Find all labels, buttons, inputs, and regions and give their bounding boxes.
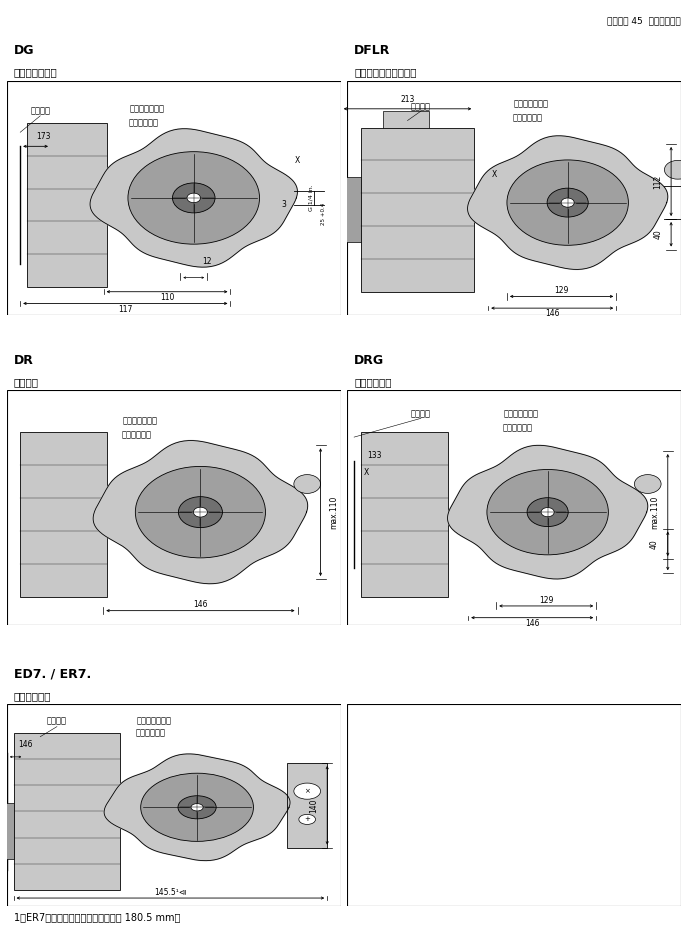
Circle shape xyxy=(178,795,216,819)
Circle shape xyxy=(128,152,259,244)
Circle shape xyxy=(178,497,222,527)
Bar xyxy=(361,432,447,597)
Text: 阀的安装位置: 阀的安装位置 xyxy=(513,113,543,123)
Bar xyxy=(20,432,107,597)
Circle shape xyxy=(507,160,628,246)
Text: max.110: max.110 xyxy=(650,495,659,529)
Text: 两点直动式控制: 两点直动式控制 xyxy=(14,68,57,77)
Text: 25 +0.4: 25 +0.4 xyxy=(321,204,326,225)
Circle shape xyxy=(299,814,316,825)
Text: 远程压力控制: 远程压力控制 xyxy=(354,377,391,386)
Text: ED7. / ER7.: ED7. / ER7. xyxy=(14,668,91,681)
Text: 至法兰面: 至法兰面 xyxy=(47,716,67,725)
Text: 规格尺寸 45  控制方式类型: 规格尺寸 45 控制方式类型 xyxy=(608,16,681,25)
Text: 112: 112 xyxy=(654,174,663,189)
Text: 阀的安装位置: 阀的安装位置 xyxy=(129,118,159,128)
Text: 40: 40 xyxy=(650,539,659,549)
Text: 146: 146 xyxy=(18,740,32,749)
Text: 213: 213 xyxy=(400,95,415,104)
Bar xyxy=(27,123,107,287)
Text: 129: 129 xyxy=(555,286,569,295)
Text: DG: DG xyxy=(14,44,34,57)
Text: max.110: max.110 xyxy=(330,495,338,529)
Polygon shape xyxy=(104,754,290,861)
Text: 146: 146 xyxy=(545,310,559,319)
Polygon shape xyxy=(93,441,308,583)
Circle shape xyxy=(561,198,574,207)
Text: 逆时针旋转时，: 逆时针旋转时， xyxy=(123,416,158,425)
Bar xyxy=(14,733,120,890)
Text: 129: 129 xyxy=(539,596,553,605)
Circle shape xyxy=(541,507,555,517)
Text: 阀的安装位置: 阀的安装位置 xyxy=(136,728,165,737)
Text: 3: 3 xyxy=(281,201,286,209)
Text: X: X xyxy=(364,468,369,477)
Text: X: X xyxy=(294,156,300,165)
Text: DR: DR xyxy=(14,354,34,367)
Text: 133: 133 xyxy=(367,451,382,461)
Bar xyxy=(361,128,474,292)
Text: 12: 12 xyxy=(202,257,212,265)
Polygon shape xyxy=(468,136,668,269)
Text: ×: × xyxy=(304,788,310,794)
Text: 1）ER7：使用叠加阀板或压力阀时为 180.5 mm。: 1）ER7：使用叠加阀板或压力阀时为 180.5 mm。 xyxy=(14,912,180,922)
Circle shape xyxy=(136,466,266,558)
Text: X: X xyxy=(492,170,497,179)
Text: 140: 140 xyxy=(310,798,319,812)
Text: 阀的安装位置: 阀的安装位置 xyxy=(503,423,533,432)
Circle shape xyxy=(187,193,200,203)
Bar xyxy=(0,804,14,858)
Polygon shape xyxy=(90,129,297,267)
Text: 压力控制: 压力控制 xyxy=(14,377,39,386)
Text: 逆时针旋转时，: 逆时针旋转时， xyxy=(129,104,164,113)
Circle shape xyxy=(665,160,688,179)
Circle shape xyxy=(294,475,321,493)
Text: G 1/4 in.: G 1/4 in. xyxy=(308,185,313,211)
Text: 146: 146 xyxy=(525,619,539,628)
Text: 117: 117 xyxy=(118,305,133,314)
Text: 电动液压控制: 电动液压控制 xyxy=(14,691,51,701)
Circle shape xyxy=(527,498,568,526)
Circle shape xyxy=(294,783,321,799)
Text: 逆时针旋转时，: 逆时针旋转时， xyxy=(136,716,171,725)
Text: 逆时针旋转时，: 逆时针旋转时， xyxy=(513,99,548,109)
Text: 至法兰面: 至法兰面 xyxy=(411,409,431,418)
Bar xyxy=(383,112,429,128)
Text: 146: 146 xyxy=(193,600,208,610)
Text: 逆时针旋转时，: 逆时针旋转时， xyxy=(504,409,539,418)
Circle shape xyxy=(191,804,203,811)
Circle shape xyxy=(193,507,207,517)
Text: 110: 110 xyxy=(160,293,174,302)
Circle shape xyxy=(140,773,253,841)
Text: DFLR: DFLR xyxy=(354,44,391,57)
Bar xyxy=(287,763,327,848)
Text: 173: 173 xyxy=(36,132,51,142)
Text: DRG: DRG xyxy=(354,354,384,367)
Bar xyxy=(341,177,361,243)
Text: 40: 40 xyxy=(654,230,663,239)
Text: 145.5¹⧏: 145.5¹⧏ xyxy=(154,888,186,898)
Circle shape xyxy=(487,470,608,555)
Text: 至法兰面: 至法兰面 xyxy=(30,107,50,115)
Circle shape xyxy=(173,183,215,213)
Text: 压力、流量和功率控制: 压力、流量和功率控制 xyxy=(354,68,417,77)
Circle shape xyxy=(547,189,588,217)
Polygon shape xyxy=(447,446,648,579)
Text: +: + xyxy=(304,816,310,823)
Circle shape xyxy=(634,475,661,493)
Text: 阀的安装位置: 阀的安装位置 xyxy=(122,431,152,439)
Text: 至法兰面: 至法兰面 xyxy=(411,102,431,111)
